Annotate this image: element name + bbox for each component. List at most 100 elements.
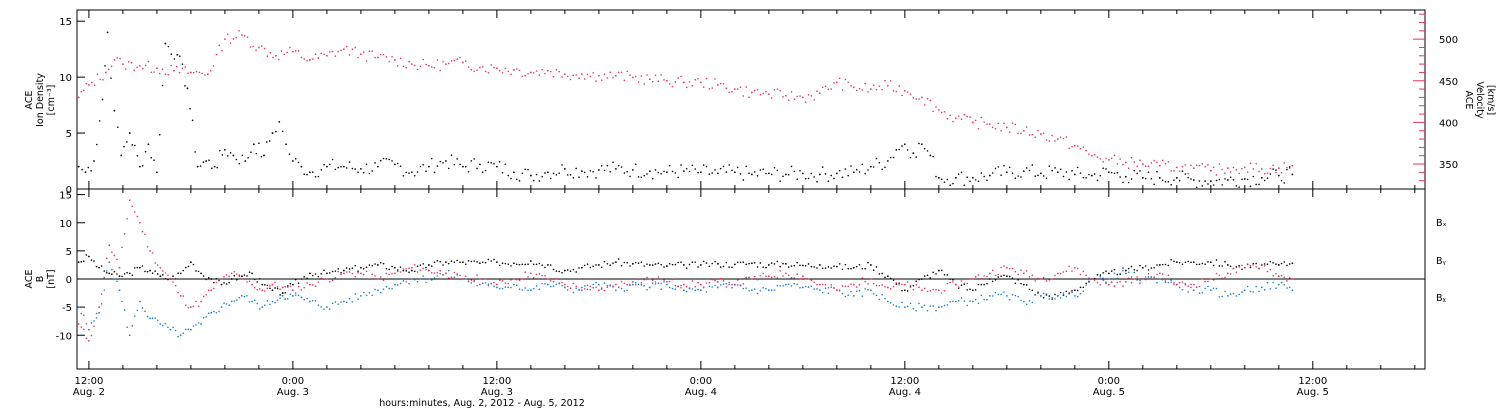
velocity-point [1181, 165, 1184, 168]
bz-point [546, 278, 549, 280]
density-point [260, 155, 263, 158]
bx-point [977, 283, 980, 286]
bz-point [541, 274, 543, 277]
bz-point [1158, 272, 1161, 275]
bz-point [643, 278, 645, 281]
by-point [597, 283, 600, 286]
bz-point [807, 278, 810, 280]
by-point [589, 288, 592, 291]
by-point [1059, 297, 1062, 299]
bz-point [699, 283, 702, 286]
density-point [1277, 174, 1280, 177]
bx-point [1071, 290, 1073, 292]
velocity-point [1122, 163, 1124, 166]
density-point [563, 167, 566, 170]
velocity-point [813, 98, 815, 101]
bx-point [1037, 291, 1039, 293]
by-point [736, 284, 739, 286]
density-axis-label-line1: ACE [24, 91, 35, 110]
density-point [1116, 171, 1119, 174]
density-point [1088, 173, 1090, 176]
bx-point [946, 274, 949, 276]
bz-point [833, 287, 835, 289]
velocity-point [1291, 164, 1294, 167]
bz-point [660, 282, 662, 285]
by-point [1034, 294, 1036, 296]
by-point [748, 289, 750, 292]
density-point [884, 166, 886, 169]
density-point [1096, 179, 1099, 182]
density-point [555, 173, 558, 176]
by-point [1054, 298, 1056, 300]
velocity-point [1215, 174, 1218, 176]
density-point [1215, 179, 1218, 182]
bz-point [940, 292, 943, 294]
by-point [276, 299, 279, 301]
by-point [1164, 281, 1167, 284]
density-point [549, 177, 552, 180]
bx-point [297, 282, 300, 284]
density-point [1014, 177, 1017, 179]
bz-point [354, 275, 357, 278]
density-point [158, 133, 161, 136]
by-point [225, 303, 228, 305]
density-point [631, 169, 634, 171]
density-point [436, 165, 439, 167]
bz-point [174, 284, 177, 287]
velocity-point [286, 51, 289, 54]
velocity-point [96, 73, 99, 75]
bx-point [759, 262, 762, 264]
bz-point [1048, 279, 1051, 281]
density-point [181, 63, 184, 65]
bx-point [742, 261, 745, 264]
bx-point [555, 270, 558, 272]
density-point [1011, 172, 1014, 175]
by-point [937, 306, 940, 309]
bx-point [971, 289, 974, 292]
velocity-point [609, 71, 611, 74]
bz-point [1235, 271, 1238, 274]
bz-point [393, 272, 396, 275]
velocity-point [345, 45, 348, 48]
bz-point [549, 279, 552, 282]
bx-point [810, 265, 813, 268]
density-point [1090, 174, 1093, 177]
panel-density-velocity-frame [76, 9, 1426, 190]
density-point [524, 168, 527, 171]
velocity-point [864, 82, 866, 85]
bz-point [422, 267, 425, 270]
velocity-point [221, 49, 223, 52]
density-point [518, 180, 521, 182]
density-point [855, 168, 858, 171]
by-point [210, 311, 213, 314]
by-point [136, 309, 139, 312]
bz-point [98, 306, 100, 309]
density-point [291, 160, 294, 162]
by-point [504, 286, 507, 288]
by-point [238, 296, 241, 299]
bx-point [1167, 264, 1170, 267]
by-point [1144, 278, 1147, 281]
bz-point [427, 269, 430, 272]
by-point [903, 306, 906, 309]
bz-point [442, 274, 444, 276]
by-point [654, 283, 657, 285]
bx-point [179, 272, 182, 275]
velocity-point [189, 71, 192, 74]
by-point [103, 289, 105, 291]
bz-point [736, 279, 739, 281]
density-point [226, 155, 229, 157]
density-point [847, 174, 849, 177]
bz-point [126, 217, 128, 220]
by-point [1291, 289, 1294, 292]
by-point [801, 286, 804, 289]
bz-point [490, 282, 493, 285]
velocity-point [589, 75, 592, 78]
velocity-point [291, 50, 294, 53]
bx-point [906, 290, 909, 292]
bz-point [1073, 266, 1076, 269]
velocity-point [144, 64, 147, 67]
bz-point [1218, 274, 1221, 277]
velocity-point [838, 77, 841, 80]
velocity-point [102, 78, 104, 81]
